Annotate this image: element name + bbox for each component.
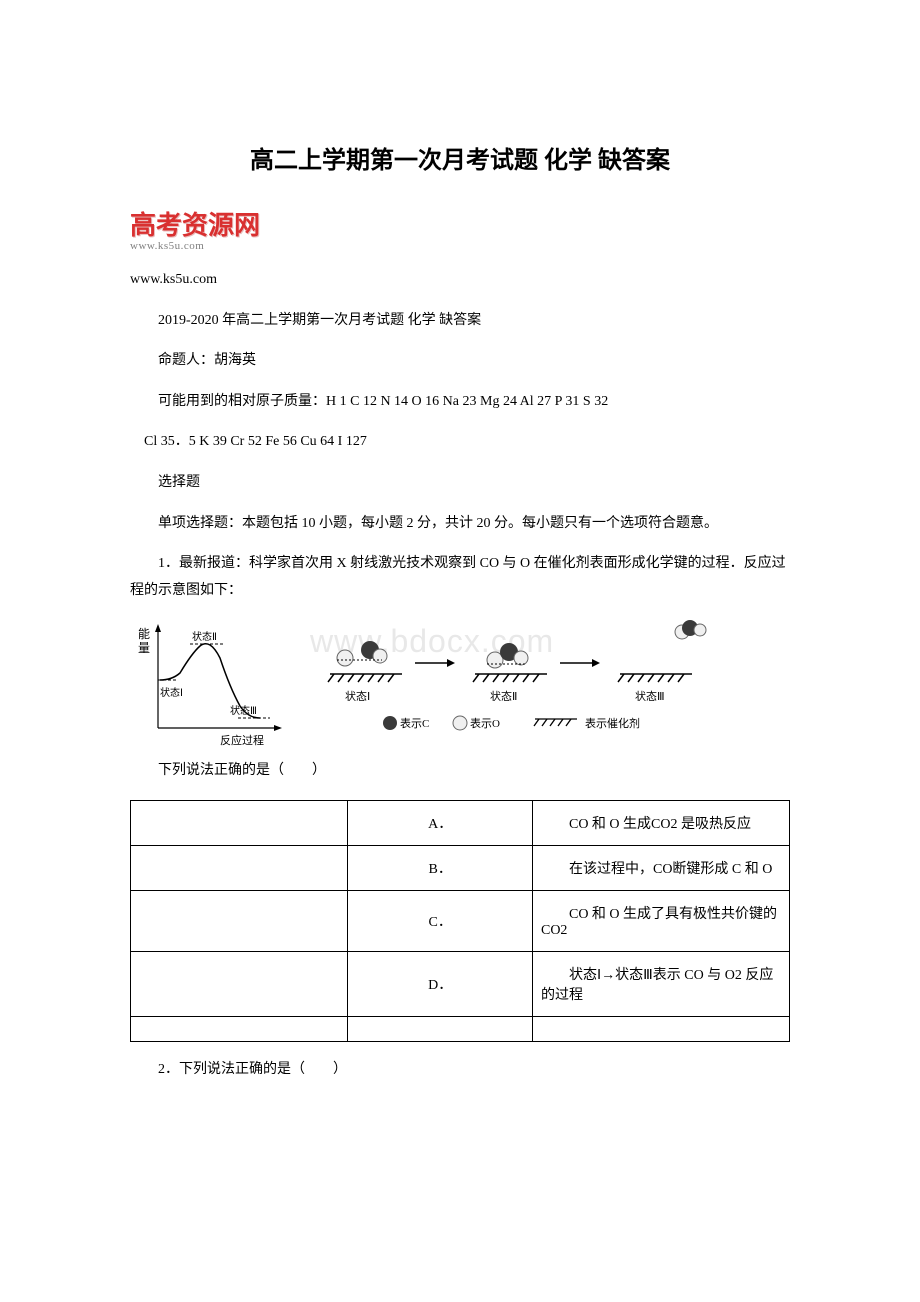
- site-logo: 高考资源网 www.ks5u.com: [130, 205, 790, 252]
- svg-text:状态Ⅱ: 状态Ⅱ: [192, 630, 217, 643]
- svg-text:反应过程: 反应过程: [220, 733, 264, 747]
- svg-text:状态Ⅰ: 状态Ⅰ: [160, 686, 183, 699]
- svg-text:表示催化剂: 表示催化剂: [585, 716, 640, 730]
- table-row: B． 在该过程中，CO断键形成 C 和 O: [131, 845, 790, 890]
- reaction-states-diagram: 状态Ⅰ 状态Ⅱ: [310, 618, 750, 748]
- table-row: C． CO 和 O 生成了具有极性共价键的 CO2: [131, 890, 790, 951]
- choice-label: D．: [348, 951, 533, 1016]
- mc-instructions: 单项选择题：本题包括 10 小题，每小题 2 分，共计 20 分。每小题只有一个…: [130, 511, 790, 538]
- choice-table: A． CO 和 O 生成CO2 是吸热反应 B． 在该过程中，CO断键形成 C …: [130, 800, 790, 1042]
- choice-desc: CO 和 O 生成了具有极性共价键的 CO2: [532, 890, 789, 951]
- svg-text:状态Ⅱ: 状态Ⅱ: [490, 689, 517, 703]
- table-row: D． 状态Ⅰ→状态Ⅲ表示 CO 与 O2 反应的过程: [131, 951, 790, 1016]
- svg-text:能: 能: [138, 627, 150, 641]
- svg-text:表示C: 表示C: [400, 716, 429, 730]
- table-row: A． CO 和 O 生成CO2 是吸热反应: [131, 800, 790, 845]
- q1-stem: 1．最新报道：科学家首次用 X 射线激光技术观察到 CO 与 O 在催化剂表面形…: [130, 551, 790, 604]
- section-heading: 选择题: [130, 470, 790, 497]
- diagram-container: www.bdocx.com 能 量 反应过程 状态Ⅰ 状态Ⅱ 状态Ⅲ: [130, 618, 790, 748]
- atomic-mass-line-1: 可能用到的相对原子质量：H 1 C 12 N 14 O 16 Na 23 Mg …: [130, 389, 790, 416]
- svg-text:状态Ⅲ: 状态Ⅲ: [230, 704, 257, 717]
- choice-desc: 状态Ⅰ→状态Ⅲ表示 CO 与 O2 反应的过程: [532, 951, 789, 1016]
- logo-cn: 高考资源网: [130, 205, 790, 242]
- svg-text:表示O: 表示O: [470, 716, 500, 730]
- choice-desc: CO 和 O 生成CO2 是吸热反应: [532, 800, 789, 845]
- choice-desc: 在该过程中，CO断键形成 C 和 O: [532, 845, 789, 890]
- doc-title: 高二上学期第一次月考试题 化学 缺答案: [130, 140, 790, 175]
- year-line: 2019-2020 年高二上学期第一次月考试题 化学 缺答案: [130, 308, 790, 335]
- atomic-mass-line-2: Cl 35．5 K 39 Cr 52 Fe 56 Cu 64 I 127: [130, 429, 790, 456]
- svg-text:量: 量: [138, 641, 150, 655]
- author-line: 命题人：胡海英: [130, 348, 790, 375]
- svg-text:状态Ⅲ: 状态Ⅲ: [635, 689, 665, 703]
- energy-diagram: 能 量 反应过程 状态Ⅰ 状态Ⅱ 状态Ⅲ: [130, 618, 290, 748]
- table-row: [131, 1016, 790, 1041]
- choice-label: B．: [348, 845, 533, 890]
- q2-stem: 2．下列说法正确的是（ ）: [130, 1057, 790, 1084]
- svg-text:状态Ⅰ: 状态Ⅰ: [345, 689, 370, 703]
- choice-label: A．: [348, 800, 533, 845]
- choice-label: C．: [348, 890, 533, 951]
- q1-followup: 下列说法正确的是（ ）: [130, 758, 790, 785]
- url-line: www.ks5u.com: [130, 267, 790, 294]
